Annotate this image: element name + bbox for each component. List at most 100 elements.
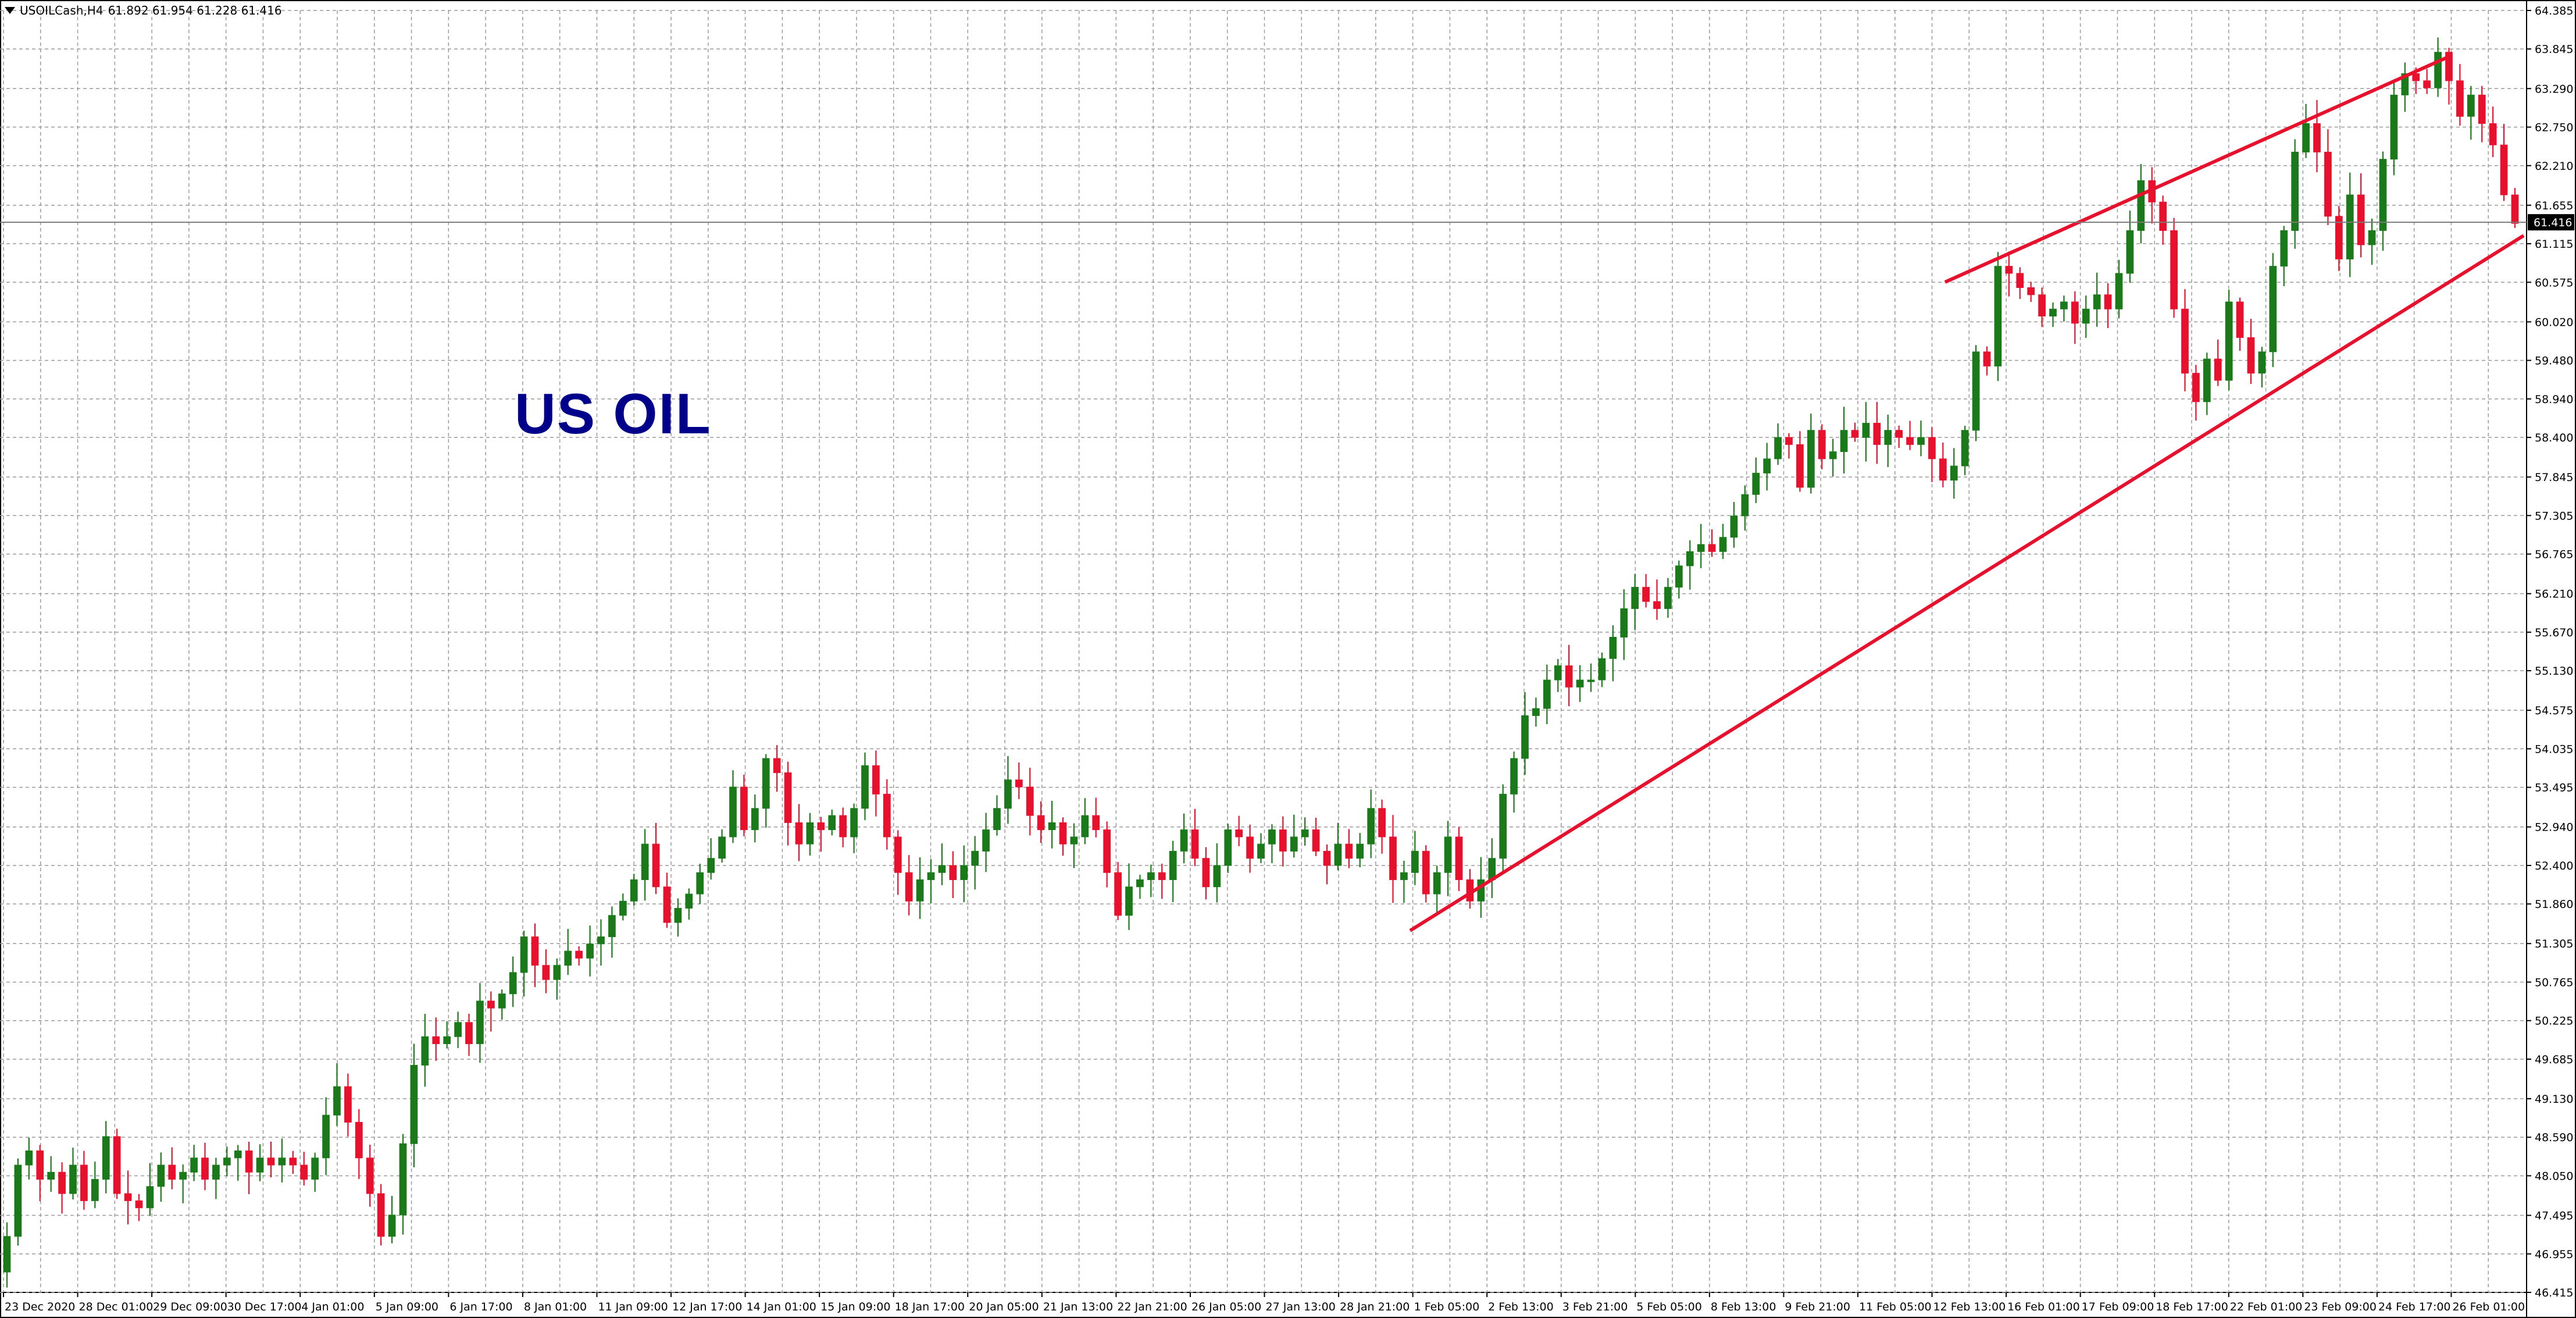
candle-body	[564, 950, 572, 966]
candle-body	[1136, 879, 1144, 888]
candle-body	[696, 872, 704, 895]
support-trendline	[1409, 234, 2525, 932]
candle-body	[652, 843, 660, 888]
candle-body	[2247, 337, 2255, 374]
candle-body	[1598, 658, 1606, 681]
candle-body	[575, 950, 583, 959]
x-tick-label: 14 Jan 01:00	[747, 1301, 816, 1313]
trend-channel	[1409, 55, 2525, 932]
candle-body	[839, 815, 847, 838]
candle-body	[1884, 430, 1892, 445]
candle-body	[2445, 52, 2453, 81]
y-tick-label: 51.305	[2535, 938, 2573, 950]
candle-body	[1334, 843, 1342, 866]
candle-body	[245, 1150, 253, 1173]
candle-body	[1345, 843, 1353, 859]
resistance-trendline	[1944, 55, 2449, 284]
dropdown-triangle-icon[interactable]	[5, 7, 15, 14]
candle-body	[2115, 273, 2123, 309]
candle-body	[520, 936, 528, 973]
candle-body	[2104, 294, 2112, 309]
candle-body	[2170, 230, 2178, 309]
x-tick-label: 4 Jan 01:00	[301, 1301, 364, 1313]
candle-body	[1873, 423, 1881, 445]
candle-body	[1169, 850, 1177, 880]
candle-body	[2511, 194, 2519, 224]
candle-body	[1587, 679, 1595, 682]
candle-body	[630, 879, 638, 902]
candle-body	[2214, 358, 2222, 381]
candle-body	[1730, 515, 1738, 538]
candle-body	[982, 829, 990, 852]
candle-body	[1290, 836, 1298, 852]
candle-body	[850, 808, 858, 838]
y-tick-label: 55.130	[2535, 665, 2573, 678]
candle-body	[1158, 872, 1166, 880]
candle-body	[1433, 872, 1441, 895]
candle-body	[1895, 430, 1903, 438]
y-tick-label: 52.940	[2535, 821, 2573, 834]
candle-body	[1807, 430, 1815, 488]
candle-body	[905, 872, 913, 902]
candle-body	[1983, 351, 1991, 366]
candle-body	[2489, 123, 2497, 145]
candle-body	[1521, 715, 1529, 759]
ohlc-readout: 61.892 61.954 61.228 61.416	[108, 3, 282, 17]
candle-body	[2203, 358, 2211, 402]
candle-body	[14, 1164, 22, 1237]
candle-body	[388, 1214, 396, 1237]
y-tick-label: 49.130	[2535, 1093, 2573, 1106]
y-tick-label: 53.495	[2535, 782, 2573, 795]
y-tick-label: 60.020	[2535, 316, 2573, 329]
x-tick-label: 11 Feb 05:00	[1859, 1301, 1932, 1313]
x-tick-label: 9 Feb 21:00	[1785, 1301, 1850, 1313]
x-tick-label: 1 Feb 05:00	[1414, 1301, 1480, 1313]
candle-body	[773, 758, 781, 774]
candle-body	[1202, 858, 1210, 888]
candle-body	[1279, 829, 1287, 852]
candle-body	[1268, 829, 1276, 845]
candle-body	[1213, 865, 1221, 888]
candle-body	[399, 1143, 407, 1216]
x-tick-label: 30 Dec 17:00	[227, 1301, 302, 1313]
candle-body	[872, 765, 880, 795]
y-tick-label: 56.765	[2535, 548, 2573, 561]
candle-body	[1180, 829, 1188, 852]
candle-body	[608, 915, 616, 938]
candle-body	[2467, 94, 2475, 117]
candle-body	[2313, 123, 2321, 152]
x-tick-label: 29 Dec 09:00	[153, 1301, 227, 1313]
candle-body	[927, 872, 935, 880]
y-tick-label: 49.685	[2535, 1053, 2573, 1066]
candle-body	[817, 822, 825, 831]
x-tick-label: 18 Feb 17:00	[2156, 1301, 2228, 1313]
candle-body	[1829, 451, 1837, 459]
candle-body	[1400, 872, 1408, 880]
candle-body	[685, 893, 693, 909]
candle-body	[1026, 786, 1034, 816]
candle-body	[1774, 437, 1782, 459]
candle-body	[168, 1164, 176, 1180]
y-tick-label: 48.590	[2535, 1131, 2573, 1144]
x-tick-label: 5 Feb 05:00	[1636, 1301, 1702, 1313]
candle-body	[1191, 829, 1199, 859]
candle-body	[784, 772, 792, 823]
candle-body	[421, 1036, 429, 1066]
candle-body	[124, 1193, 132, 1201]
y-tick-label: 47.495	[2535, 1210, 2573, 1223]
candle-body	[828, 815, 836, 831]
candle-body	[58, 1171, 66, 1194]
candle-body	[333, 1086, 341, 1116]
candle-body	[234, 1150, 242, 1159]
y-tick-label: 62.750	[2535, 122, 2573, 134]
current-price-tag	[2528, 214, 2574, 231]
candle-body	[1818, 430, 1826, 459]
candle-body	[894, 836, 902, 873]
y-tick-label: 48.050	[2535, 1170, 2573, 1182]
candle-body	[476, 1000, 484, 1045]
x-tick-label: 18 Jan 17:00	[895, 1301, 965, 1313]
y-tick-label: 51.860	[2535, 898, 2573, 911]
